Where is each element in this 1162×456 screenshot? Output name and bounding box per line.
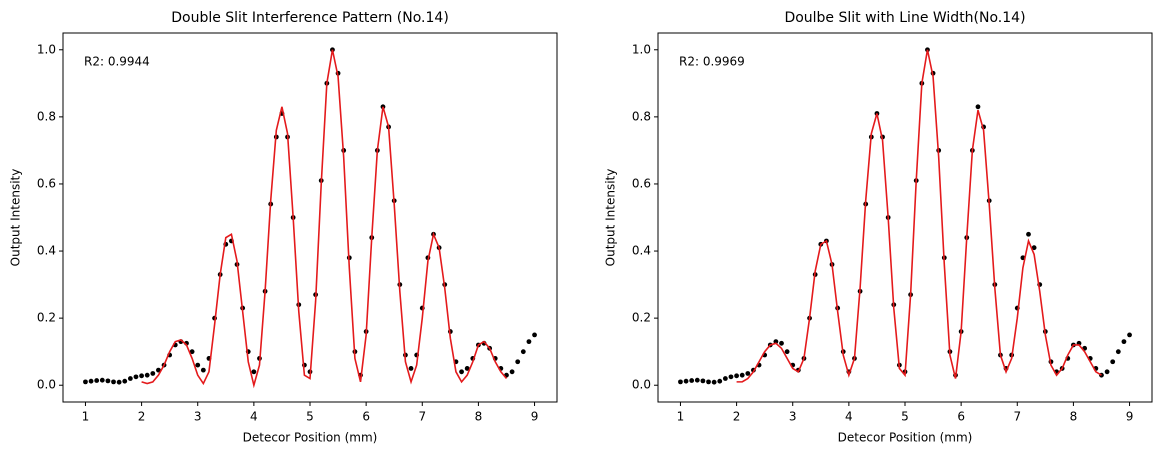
chart-title: Double Slit Interference Pattern (No.14) (171, 10, 449, 26)
data-point (156, 367, 161, 373)
data-point (520, 349, 526, 355)
x-tick-label: 5 (901, 410, 909, 424)
data-point (200, 367, 206, 373)
data-point (722, 376, 728, 381)
y-tick-label: 0.6 (632, 176, 651, 190)
x-tick-label: 3 (194, 410, 202, 424)
annotation: R2: 0.9944 (84, 55, 150, 69)
data-point (1110, 359, 1116, 365)
y-tick-label: 0.2 (37, 311, 56, 325)
data-point (464, 366, 470, 371)
data-point (509, 369, 515, 375)
x-tick-label: 4 (250, 410, 258, 424)
x-tick-label: 1 (677, 410, 685, 424)
y-axis-label: Output Intensity (9, 169, 23, 267)
data-point (1031, 245, 1037, 251)
data-point (745, 371, 751, 376)
data-point (728, 374, 734, 380)
data-point (189, 349, 195, 355)
data-point (195, 362, 201, 368)
x-tick-label: 8 (475, 410, 483, 424)
data-point (83, 379, 88, 385)
x-tick-label: 2 (733, 410, 741, 424)
data-point (526, 339, 532, 345)
x-tick-label: 7 (418, 410, 426, 424)
data-point (779, 340, 784, 346)
data-point (122, 378, 128, 384)
data-point (678, 379, 683, 385)
y-tick-label: 0.6 (37, 176, 56, 190)
data-point (408, 366, 414, 371)
data-point (251, 369, 257, 375)
data-point (1121, 339, 1127, 345)
data-point (515, 359, 521, 365)
data-point (532, 332, 537, 338)
y-axis-label: Output Intensity (604, 169, 618, 267)
y-tick-label: 0.8 (37, 109, 56, 123)
y-tick-label: 0.0 (632, 378, 651, 392)
y-tick-label: 0.4 (37, 244, 56, 258)
y-tick-label: 0.4 (632, 244, 651, 258)
y-tick-label: 0.8 (632, 109, 651, 123)
data-point (1127, 332, 1132, 338)
data-point (150, 371, 156, 376)
x-axis-label: Detecor Position (mm) (243, 431, 378, 445)
data-point (144, 372, 150, 378)
data-point (683, 378, 689, 384)
data-point (706, 379, 711, 385)
x-tick-label: 2 (138, 410, 146, 424)
data-point (94, 378, 100, 383)
x-tick-label: 7 (1013, 410, 1021, 424)
data-point (711, 379, 717, 385)
chart-title: Doulbe Slit with Line Width(No.14) (784, 10, 1025, 26)
data-point (1104, 369, 1110, 375)
data-point (105, 378, 111, 384)
data-point (1026, 231, 1031, 237)
data-point (700, 378, 706, 384)
data-point (784, 349, 790, 355)
data-point (694, 377, 700, 383)
data-point (689, 378, 695, 383)
data-point (111, 379, 116, 385)
fit-line (736, 49, 1102, 383)
plot-frame (657, 32, 1153, 403)
data-point (99, 377, 105, 383)
x-tick-label: 5 (306, 410, 314, 424)
data-point (739, 372, 745, 378)
fit-line (141, 49, 508, 389)
x-tick-label: 9 (1126, 410, 1134, 424)
data-point (127, 376, 133, 381)
x-tick-label: 1 (82, 410, 90, 424)
data-point (116, 379, 122, 385)
data-point (734, 373, 739, 379)
data-point (88, 378, 94, 384)
data-point (773, 339, 779, 345)
data-point (1115, 349, 1121, 355)
y-tick-label: 0.2 (632, 311, 651, 325)
plot-frame (62, 32, 558, 403)
data-point (139, 373, 144, 379)
x-tick-label: 6 (362, 410, 370, 424)
x-tick-label: 6 (957, 410, 965, 424)
x-tick-label: 9 (531, 410, 539, 424)
data-point (717, 378, 723, 384)
data-point (133, 374, 139, 380)
y-tick-label: 0.0 (37, 378, 56, 392)
annotation: R2: 0.9969 (679, 55, 745, 69)
x-tick-label: 4 (845, 410, 853, 424)
y-tick-label: 1.0 (632, 42, 651, 56)
y-tick-label: 1.0 (37, 42, 56, 56)
data-point (975, 104, 981, 110)
x-tick-label: 3 (789, 410, 797, 424)
x-tick-label: 8 (1070, 410, 1078, 424)
x-axis-label: Detecor Position (mm) (838, 431, 973, 445)
data-point (459, 369, 464, 375)
